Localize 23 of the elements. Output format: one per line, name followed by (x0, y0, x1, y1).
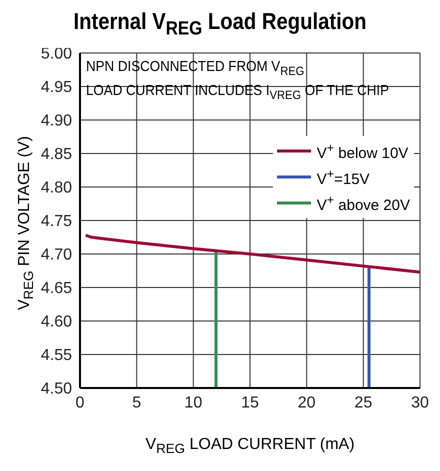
y-tick-label: 4.60 (40, 314, 72, 331)
x-tick-label: 20 (298, 394, 316, 412)
y-tick-label: 4.75 (40, 213, 72, 230)
y-tick-label: 4.55 (40, 347, 72, 364)
legend-label: V$^{+}$ above 20V (316, 192, 410, 216)
chart-title: Internal V$_{REG}$ Load Regulation (74, 8, 366, 40)
y-tick-label: 4.65 (40, 280, 72, 298)
y-tick-label: 4.50 (40, 380, 72, 398)
y-tick-label: 4.85 (40, 146, 72, 164)
y-tick-label: 4.95 (40, 79, 72, 96)
x-tick-label: 15 (241, 394, 259, 412)
y-tick-label: 4.70 (40, 246, 72, 264)
x-tick-label: 30 (411, 394, 429, 412)
y-tick-label: 4.80 (40, 180, 72, 197)
x-tick-label: 5 (132, 394, 142, 412)
legend-label: V$^{+}$=15V (316, 166, 370, 190)
x-tick-label: 10 (184, 394, 202, 412)
y-tick-label: 4.90 (40, 112, 72, 130)
x-axis-title: V$_{REG}$ LOAD CURRENT (mA) (145, 436, 355, 456)
x-tick-label: 0 (76, 394, 85, 412)
line-series (84, 234, 420, 274)
legend-label: V$^{+}$ below 10V (316, 140, 408, 164)
x-tick-label: 25 (354, 394, 372, 412)
